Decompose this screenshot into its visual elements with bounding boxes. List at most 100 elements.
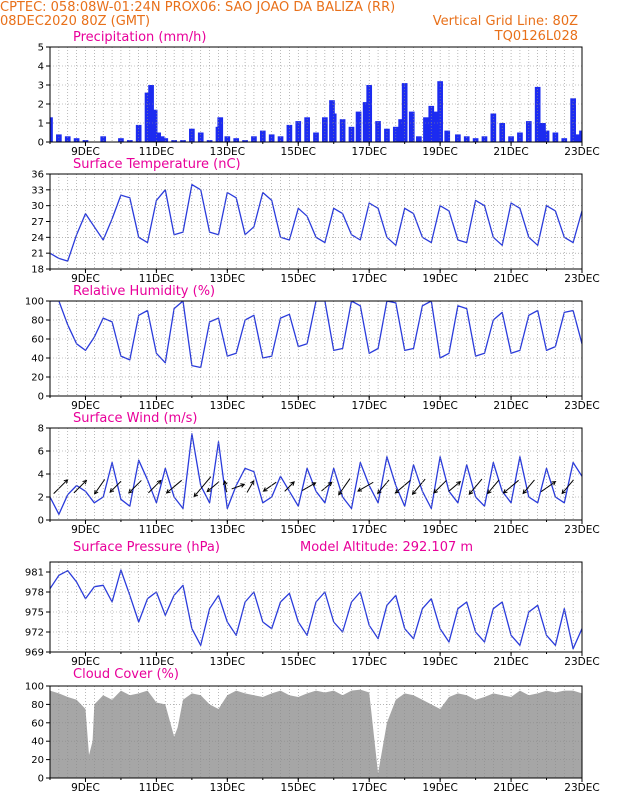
- precip-bar: [180, 140, 186, 142]
- x-tick-label: 19DEC: [422, 273, 457, 285]
- y-tick-label: 100: [25, 682, 44, 693]
- wind-arrow: [193, 476, 212, 498]
- x-tick-label: 23DEC: [564, 656, 599, 668]
- precip-bar: [433, 111, 440, 142]
- panel-title: Relative Humidity (%): [73, 284, 215, 299]
- plot-frame: [49, 685, 583, 779]
- grid: [49, 46, 583, 143]
- x-tick-label: 9DEC: [71, 782, 100, 794]
- x-tick-label: 13DEC: [210, 782, 245, 794]
- x-tick-label: 15DEC: [281, 146, 316, 158]
- precip-bar: [224, 136, 231, 142]
- x-tick-label: 19DEC: [422, 524, 457, 536]
- precip-bar: [268, 134, 275, 142]
- panel-subtitle: Model Altitude: 292.107 m: [300, 540, 473, 555]
- precip-bar: [135, 124, 142, 142]
- precip-bar: [144, 92, 151, 142]
- y-tick-label: 4: [38, 470, 44, 481]
- precip-bar: [251, 136, 257, 142]
- panel-title: Surface Wind (m/s): [73, 411, 197, 426]
- y-tick-label: 4: [38, 62, 44, 73]
- y-tick-label: 40: [31, 354, 44, 365]
- x-tick-label: 17DEC: [351, 146, 386, 158]
- precip-bar: [408, 111, 415, 142]
- wind-arrow: [148, 479, 162, 494]
- plot-area: [50, 81, 582, 142]
- x-tick-label: 19DEC: [422, 656, 457, 668]
- x-tick-label: 13DEC: [210, 400, 245, 412]
- x-tick-label: 23DEC: [564, 146, 599, 158]
- x-tick-label: 13DEC: [210, 656, 245, 668]
- wind-arrow: [522, 479, 535, 495]
- plot-area: [50, 569, 582, 650]
- panels: Precipitation (mm/h) 0 1 2 3 4 5 9DEC 11DEC 13DEC…: [25, 30, 600, 794]
- x-tick-label: 11DEC: [139, 656, 174, 668]
- wind-arrow: [231, 483, 246, 490]
- precip-bar: [355, 111, 362, 142]
- x-tick-label: 9DEC: [71, 273, 100, 285]
- panel-title: Surface Pressure (hPa): [73, 540, 220, 555]
- x-tick-label: 11DEC: [139, 400, 174, 412]
- wind-arrow: [502, 479, 519, 494]
- wind-arrow: [338, 478, 351, 496]
- y-tick-label: 60: [31, 718, 44, 729]
- y-tick-label: 18: [31, 265, 44, 276]
- precip-bar: [151, 109, 158, 142]
- x-tick-label: 9DEC: [71, 656, 100, 668]
- precip-bar: [189, 128, 195, 142]
- precip-bar: [401, 83, 408, 142]
- x-tick-label: 11DEC: [139, 782, 174, 794]
- panel-title: Precipitation (mm/h): [73, 30, 206, 45]
- x-tick-label: 23DEC: [564, 524, 599, 536]
- x-tick-label: 13DEC: [210, 524, 245, 536]
- wind-arrow: [262, 481, 277, 492]
- y-tick-label: 80: [31, 316, 44, 327]
- x-tick-label: 17DEC: [351, 656, 386, 668]
- y-tick-label: 975: [25, 608, 44, 619]
- x-tick-label: 23DEC: [564, 782, 599, 794]
- x-tick-label: 21DEC: [493, 400, 528, 412]
- y-tick-label: 100: [25, 297, 44, 308]
- x-tick-label: 13DEC: [210, 273, 245, 285]
- y-tick-label: 972: [25, 628, 44, 639]
- wind-arrow: [301, 482, 317, 491]
- x-tick-label: 15DEC: [281, 656, 316, 668]
- y-tick-label: 3: [38, 81, 44, 92]
- precip-bar: [579, 130, 582, 142]
- wind-arrow: [94, 479, 106, 495]
- x-tick-label: 21DEC: [493, 656, 528, 668]
- panel-3: Relative Humidity (%) 0 20 40 60 80 100 9DEC 11D…: [25, 284, 600, 412]
- plot-frame: [49, 173, 583, 270]
- precip-bar: [508, 136, 514, 142]
- precip-bar: [82, 140, 89, 142]
- y-tick-label: 0: [38, 516, 44, 527]
- x-tick-label: 19DEC: [422, 146, 457, 158]
- y-tick-label: 36: [31, 170, 44, 181]
- wind-arrow: [540, 481, 557, 493]
- wind-arrow: [284, 481, 295, 492]
- y-tick-label: 978: [25, 588, 44, 599]
- wind-arrow: [357, 481, 374, 492]
- x-tick-label: 23DEC: [564, 273, 599, 285]
- precip-bar: [242, 140, 248, 142]
- x-tick-label: 9DEC: [71, 146, 100, 158]
- y-tick-label: 969: [25, 648, 44, 659]
- precip-bar: [155, 132, 162, 142]
- precip-bar: [398, 119, 404, 142]
- grid: [49, 300, 583, 397]
- x-tick-label: 15DEC: [281, 524, 316, 536]
- y-tick-label: 20: [31, 373, 44, 384]
- grid: [49, 427, 583, 521]
- header-grid-note: Vertical Grid Line: 80Z: [433, 14, 578, 29]
- precip-bar: [423, 117, 429, 142]
- precip-bar: [322, 117, 328, 142]
- y-tick-label: 8: [38, 424, 44, 435]
- wind-arrow: [377, 479, 390, 495]
- x-tick-label: 17DEC: [351, 273, 386, 285]
- x-tick-label: 17DEC: [351, 524, 386, 536]
- precip-bar: [570, 98, 576, 142]
- plot-frame: [49, 300, 583, 397]
- y-tick-label: 33: [31, 185, 44, 196]
- plot-frame: [49, 46, 583, 143]
- y-tick-label: 20: [31, 755, 44, 766]
